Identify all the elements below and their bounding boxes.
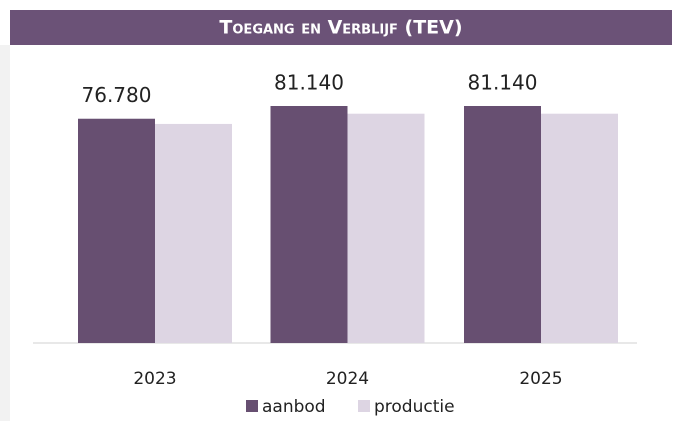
chart-title: Toegang en Verblijf (TEV)	[219, 17, 462, 39]
x-tick-label: 2025	[519, 369, 562, 389]
bar	[78, 118, 155, 344]
side-strip	[0, 45, 10, 421]
title-bar	[10, 10, 672, 45]
x-tick-label: 2023	[133, 369, 176, 389]
legend-swatch	[358, 400, 370, 412]
data-label: 81.140	[468, 71, 538, 95]
bar	[347, 113, 425, 343]
bar	[464, 106, 541, 343]
legend-label: aanbod	[262, 397, 326, 417]
data-label: 76.780	[82, 83, 152, 107]
bar	[270, 106, 348, 343]
x-tick-label: 2024	[326, 369, 369, 389]
data-label: 81.140	[274, 71, 344, 95]
legend-swatch	[246, 400, 258, 412]
legend-label: productie	[374, 397, 455, 417]
bar	[155, 123, 232, 343]
bar	[541, 113, 618, 343]
